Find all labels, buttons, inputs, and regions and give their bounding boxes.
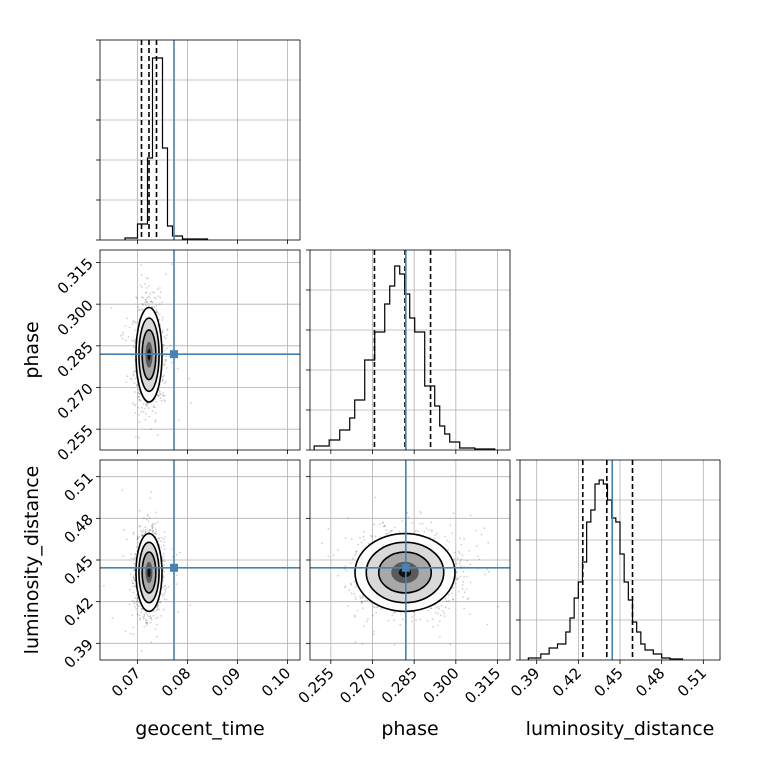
y-tick-label: 0.255: [54, 421, 97, 464]
panel-background: [100, 40, 300, 240]
contour-line: [141, 551, 157, 594]
y-tick-label: 0.42: [60, 594, 96, 630]
y-tick-label: 0.45: [60, 552, 96, 588]
x-tick-label: 0.270: [336, 664, 379, 707]
contour-line: [354, 532, 456, 613]
y-tick-label: 0.270: [54, 380, 97, 423]
contour-line: [135, 532, 163, 613]
x-tick-label: 0.07: [108, 664, 144, 700]
x-tick-label: 0.255: [295, 664, 338, 707]
x-axis-label-phase: phase: [381, 718, 438, 740]
histogram-geocent_time: [124, 57, 209, 240]
panel-background: [100, 250, 300, 450]
panel-frame: [309, 249, 511, 451]
y-tick-label: 0.48: [60, 510, 96, 546]
histogram-luminosity_distance: [527, 479, 684, 660]
truth-marker: [170, 563, 178, 572]
x-axis-label-luminosity_distance: luminosity_distance: [526, 718, 715, 740]
contour-line: [138, 541, 160, 604]
x-axis-label-geocent_time: geocent_time: [135, 718, 264, 740]
x-tick-label: 0.09: [208, 664, 244, 700]
y-tick-label: 0.39: [60, 635, 96, 671]
x-tick-label: 0.10: [258, 664, 294, 700]
x-tick-label: 0.315: [461, 664, 504, 707]
truth-marker: [401, 563, 410, 572]
y-axis-label-phase: phase: [21, 321, 43, 378]
y-tick-label: 0.315: [54, 255, 97, 298]
x-tick-label: 0.300: [420, 664, 463, 707]
contour-line: [365, 541, 445, 604]
y-tick-label: 0.285: [54, 338, 97, 381]
y-tick-label: 0.51: [60, 469, 96, 505]
x-tick-label: 0.08: [158, 664, 194, 700]
x-tick-label: 0.51: [674, 664, 710, 700]
y-tick-label: 0.300: [54, 296, 97, 339]
contour-line: [377, 551, 433, 594]
x-tick-label: 0.42: [549, 664, 585, 700]
y-axis-label-luminosity_distance: luminosity_distance: [21, 466, 43, 655]
histogram-phase: [313, 265, 496, 450]
panel-frame: [99, 249, 301, 451]
panel-frame: [99, 39, 301, 241]
panel-background: [310, 250, 510, 450]
x-tick-label: 0.45: [590, 664, 626, 700]
x-tick-label: 0.39: [507, 664, 543, 700]
density-geocent_time-phase: [100, 250, 300, 450]
truth-marker: [170, 350, 178, 359]
x-tick-label: 0.48: [632, 664, 668, 700]
density-phase-luminosity_distance: [310, 460, 510, 660]
x-tick-label: 0.285: [378, 664, 421, 707]
density-geocent_time-luminosity_distance: [100, 460, 300, 660]
